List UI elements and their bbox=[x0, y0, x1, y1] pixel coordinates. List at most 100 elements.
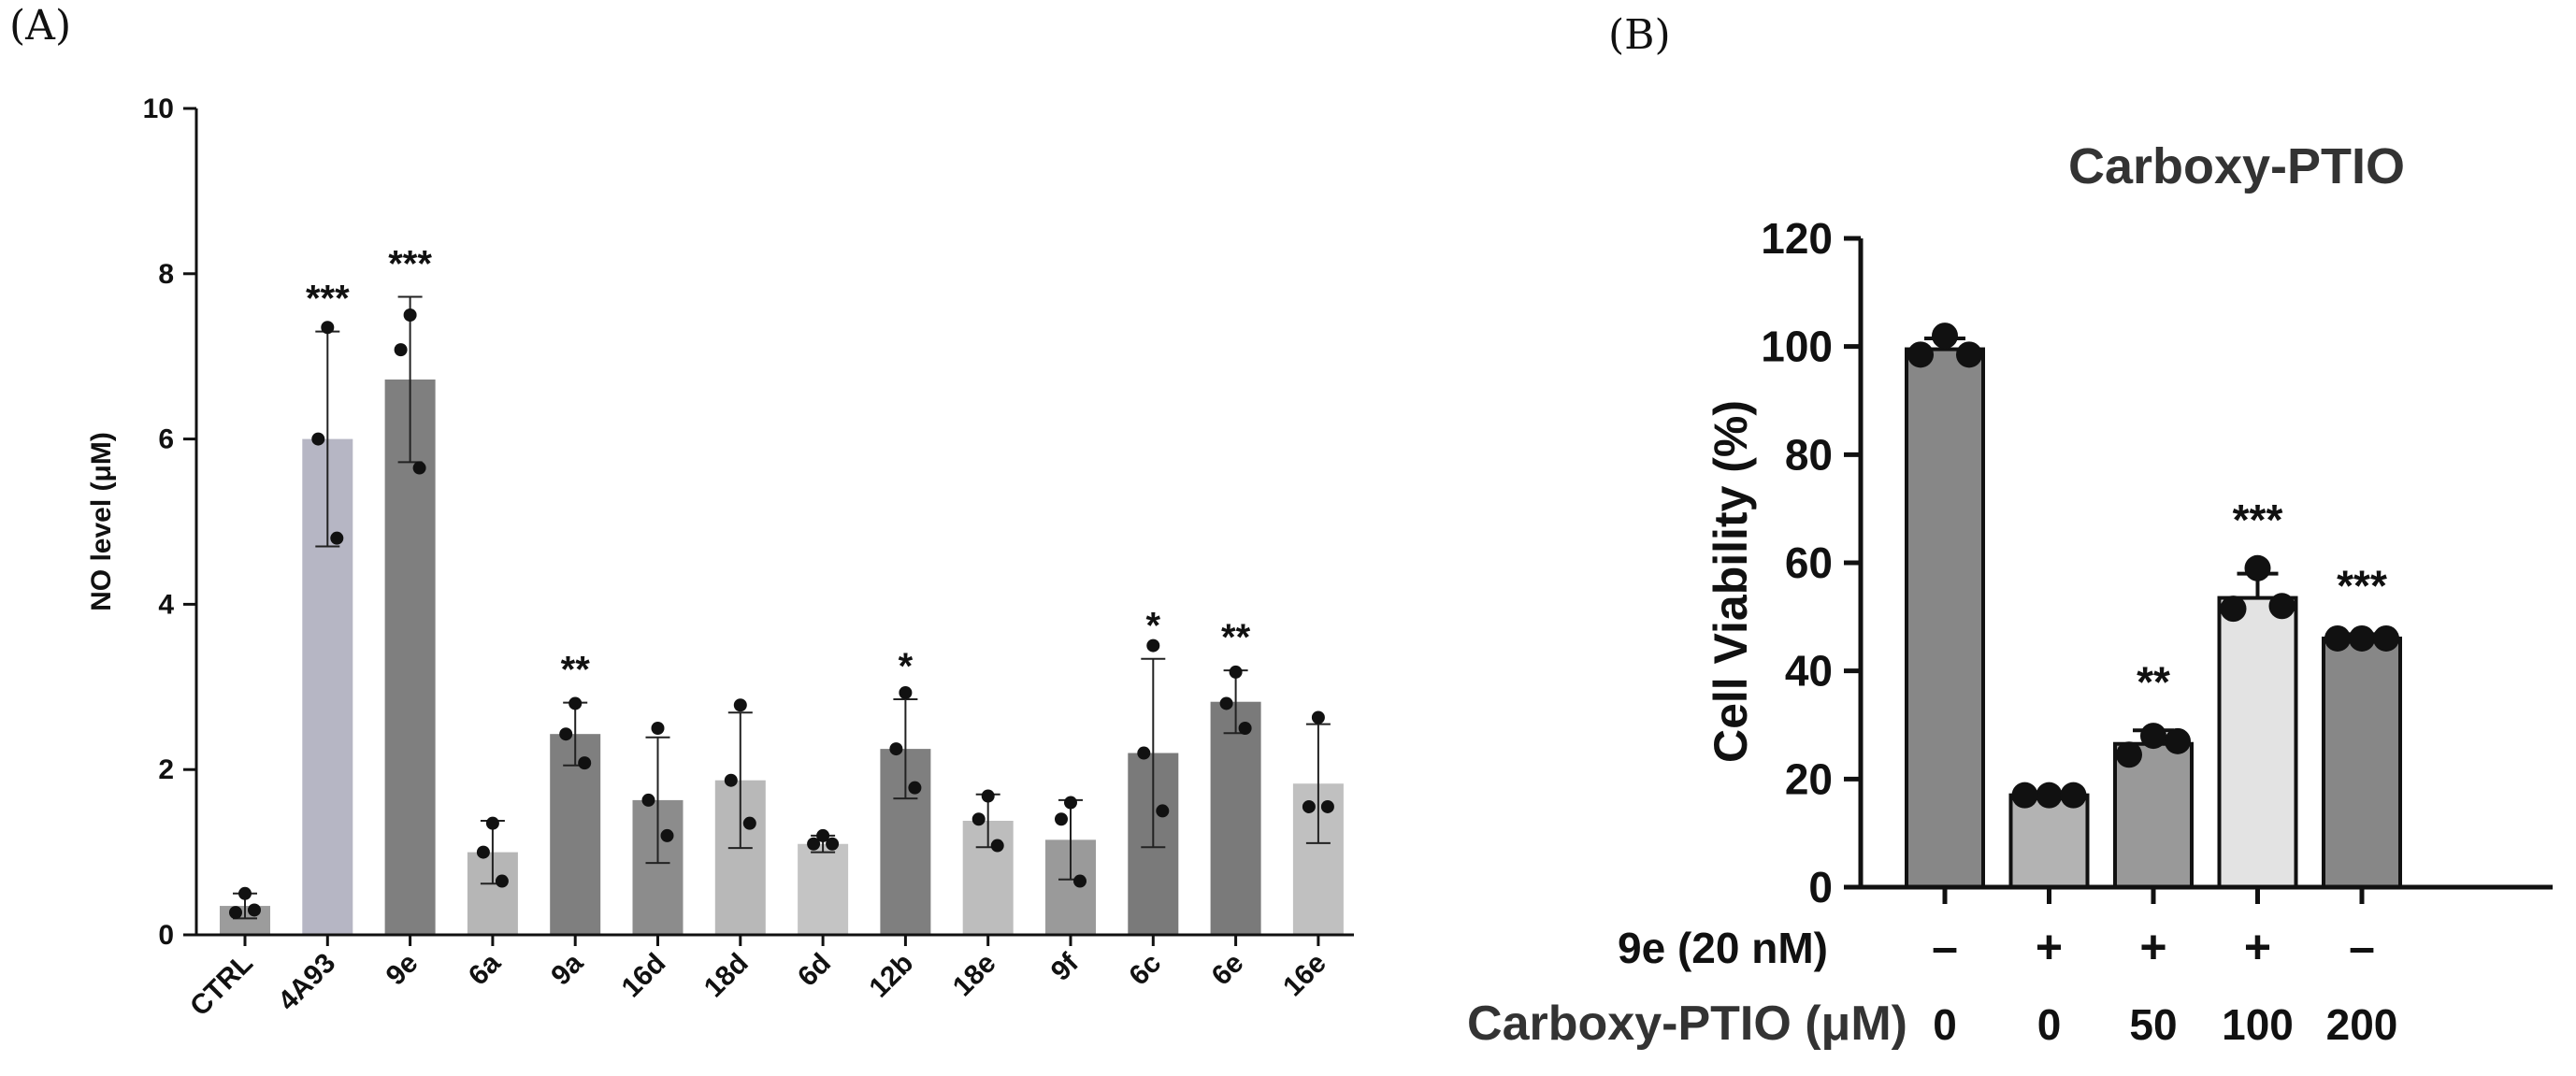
point-6c-2 bbox=[1137, 746, 1151, 760]
point-group1-2 bbox=[1907, 341, 1934, 368]
point-6c-1 bbox=[1146, 638, 1160, 653]
point-group4-3 bbox=[2268, 593, 2295, 620]
y-tick-label-0: 0 bbox=[1808, 863, 1833, 911]
factor-row-label-2: Carboxy-PTIO (μM) bbox=[1467, 997, 1907, 1051]
point-16d-3 bbox=[660, 828, 674, 842]
significance-4A93: *** bbox=[306, 279, 350, 320]
point-9e-3 bbox=[412, 461, 426, 475]
factor-row-label-1: 9e (20 nM) bbox=[1618, 924, 1828, 972]
factor-row-1-value-1: – bbox=[1932, 921, 1958, 973]
point-group2-2 bbox=[2011, 782, 2038, 809]
bar-group1 bbox=[1905, 347, 1985, 889]
bar-group2 bbox=[2008, 793, 2090, 890]
point-18e-3 bbox=[990, 839, 1004, 853]
error-bar-18d bbox=[727, 711, 753, 850]
point-4A93-1 bbox=[321, 321, 335, 335]
point-9f-1 bbox=[1064, 796, 1077, 810]
point-18d-2 bbox=[724, 773, 738, 787]
point-group1-1 bbox=[1932, 323, 1958, 350]
bar-6e bbox=[1210, 701, 1261, 935]
point-6a-1 bbox=[485, 816, 499, 830]
point-group4-1 bbox=[2244, 554, 2271, 581]
point-9a-1 bbox=[568, 696, 583, 710]
point-CTRL-3 bbox=[248, 903, 261, 917]
error-bar-16d bbox=[645, 736, 670, 865]
y-tick-label-6: 6 bbox=[158, 424, 174, 455]
significance-group4: *** bbox=[2233, 495, 2283, 544]
point-16d-2 bbox=[641, 793, 655, 807]
point-group2-3 bbox=[2060, 782, 2087, 809]
chart-title: Carboxy-PTIO bbox=[2068, 138, 2405, 194]
point-12b-1 bbox=[899, 685, 913, 699]
significance-6c: * bbox=[1146, 606, 1161, 647]
point-9f-3 bbox=[1073, 874, 1087, 888]
y-axis-label: NO level (μM) bbox=[86, 432, 117, 611]
y-tick-label-10: 10 bbox=[143, 93, 174, 124]
y-axis-label: Cell Viability (%) bbox=[1705, 400, 1757, 763]
point-18e-1 bbox=[981, 789, 995, 803]
point-18d-3 bbox=[742, 816, 756, 830]
point-16e-2 bbox=[1302, 799, 1316, 813]
point-4A93-3 bbox=[330, 531, 344, 545]
point-16e-3 bbox=[1320, 799, 1334, 813]
point-16d-1 bbox=[651, 722, 665, 735]
point-9f-2 bbox=[1055, 812, 1068, 826]
point-CTRL-1 bbox=[238, 886, 252, 900]
point-9a-3 bbox=[578, 756, 592, 770]
point-group1-3 bbox=[1956, 341, 1982, 368]
point-group3-2 bbox=[2116, 741, 2142, 768]
point-6e-2 bbox=[1219, 696, 1233, 710]
bar-group4 bbox=[2217, 595, 2298, 889]
y-tick-label-4: 4 bbox=[158, 589, 174, 620]
point-6d-1 bbox=[816, 828, 830, 842]
point-group5-2 bbox=[2324, 624, 2351, 652]
point-9e-2 bbox=[394, 343, 408, 357]
point-group2-1 bbox=[2036, 782, 2063, 809]
y-tick-label-2: 2 bbox=[158, 754, 174, 785]
y-tick-label-100: 100 bbox=[1761, 323, 1833, 371]
point-6a-2 bbox=[476, 845, 490, 859]
y-tick-label-60: 60 bbox=[1785, 538, 1833, 587]
error-bar-16e bbox=[1305, 723, 1331, 844]
y-tick-label-120: 120 bbox=[1761, 214, 1833, 263]
bar-9e bbox=[384, 379, 436, 935]
factor-row-1-value-5: – bbox=[2349, 921, 2375, 973]
panel-a-label: (A) bbox=[9, 2, 72, 50]
point-4A93-2 bbox=[311, 432, 325, 446]
y-tick-label-8: 8 bbox=[158, 259, 174, 290]
bar-9a bbox=[550, 734, 601, 935]
y-tick-label-20: 20 bbox=[1785, 754, 1833, 803]
bar-group5 bbox=[2322, 636, 2402, 889]
factor-row-1-value-2: + bbox=[2036, 921, 2063, 973]
significance-9e: *** bbox=[388, 244, 432, 285]
point-18d-1 bbox=[733, 698, 747, 712]
point-group5-3 bbox=[2373, 624, 2399, 652]
factor-row-2-value-3: 50 bbox=[2129, 1000, 2177, 1049]
factor-row-2-value-1: 0 bbox=[1933, 1000, 1957, 1049]
point-9e-1 bbox=[403, 308, 417, 322]
point-6d-3 bbox=[826, 837, 840, 851]
point-6a-3 bbox=[495, 874, 509, 888]
factor-row-2-value-4: 100 bbox=[2222, 1000, 2294, 1049]
error-bar-6c bbox=[1141, 657, 1166, 849]
y-tick-label-0: 0 bbox=[158, 920, 174, 951]
point-6c-3 bbox=[1156, 804, 1170, 818]
significance-group3: ** bbox=[2137, 657, 2170, 706]
significance-9a: ** bbox=[561, 650, 591, 691]
point-6d-2 bbox=[807, 837, 821, 851]
significance-group5: *** bbox=[2337, 561, 2387, 610]
factor-row-1-value-4: + bbox=[2244, 921, 2271, 973]
point-12b-2 bbox=[889, 742, 903, 756]
point-6e-1 bbox=[1229, 665, 1243, 679]
y-tick-label-40: 40 bbox=[1785, 647, 1833, 696]
point-16e-1 bbox=[1311, 710, 1325, 725]
point-6e-3 bbox=[1238, 722, 1252, 735]
point-group4-2 bbox=[2220, 595, 2247, 623]
error-bar-12b bbox=[893, 698, 918, 800]
panel-b-label: (B) bbox=[1608, 11, 1671, 59]
point-18e-2 bbox=[971, 812, 986, 826]
point-group3-1 bbox=[2140, 723, 2166, 750]
